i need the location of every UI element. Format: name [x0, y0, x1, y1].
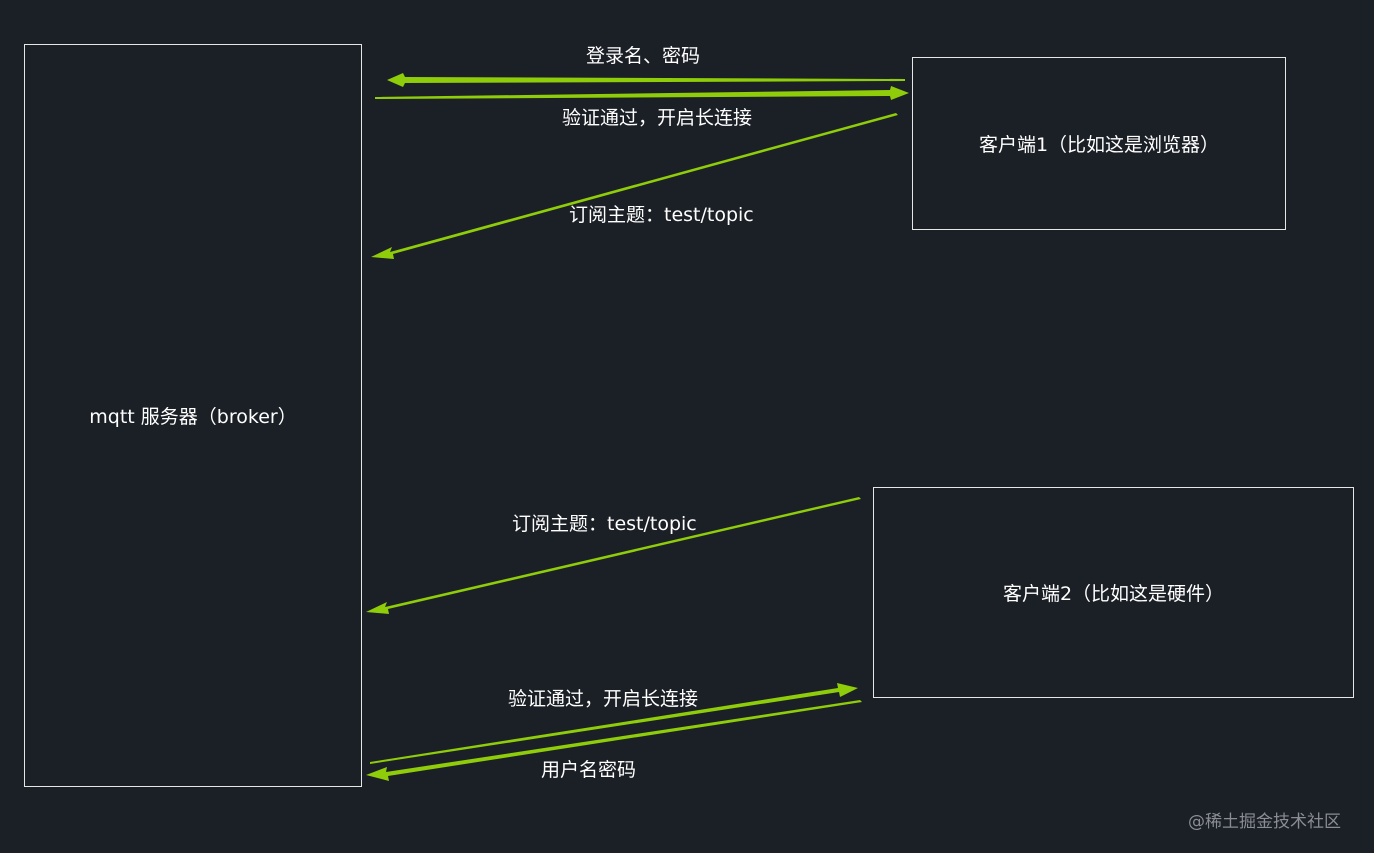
- broker-label: mqtt 服务器（broker）: [89, 406, 297, 428]
- edge-label-client2-auth-ok: 验证通过，开启长连接: [508, 688, 699, 710]
- client1-node: 客户端1（比如这是浏览器）: [912, 57, 1286, 230]
- edge-label-client2-login: 用户名密码: [541, 759, 637, 781]
- arrow-client2-auth-ok: [370, 683, 858, 764]
- edge-label-client1-login: 登录名、密码: [586, 45, 701, 67]
- client2-label: 客户端2（比如这是硬件）: [1002, 583, 1225, 605]
- edge-label-client1-subscribe: 订阅主题：test/topic: [569, 204, 754, 226]
- arrow-client1-auth-ok: [375, 86, 909, 100]
- broker-node: mqtt 服务器（broker）: [24, 44, 362, 787]
- arrow-client1-subscribe: [371, 113, 898, 259]
- client2-node: 客户端2（比如这是硬件）: [873, 487, 1354, 698]
- watermark: @稀土掘金技术社区: [1188, 812, 1341, 832]
- arrow-client2-subscribe: [366, 497, 861, 614]
- edge-label-client2-subscribe: 订阅主题：test/topic: [512, 513, 697, 535]
- client1-label: 客户端1（比如这是浏览器）: [978, 134, 1220, 156]
- arrow-client1-login: [387, 73, 905, 87]
- edge-label-client1-auth-ok: 验证通过，开启长连接: [562, 107, 753, 129]
- arrow-client2-login: [366, 700, 862, 781]
